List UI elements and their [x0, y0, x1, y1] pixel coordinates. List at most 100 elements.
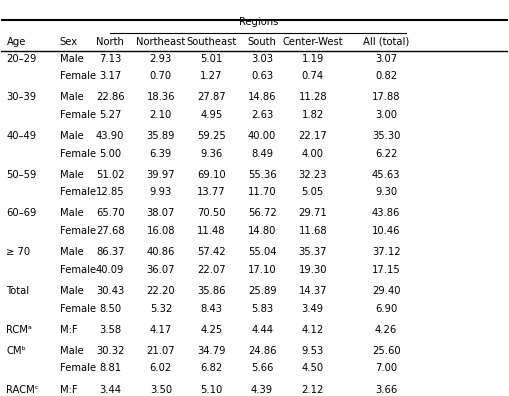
Text: 17.15: 17.15	[372, 265, 401, 275]
Text: 27.68: 27.68	[96, 226, 125, 236]
Text: 34.79: 34.79	[197, 346, 225, 356]
Text: 3.07: 3.07	[375, 53, 397, 63]
Text: 6.02: 6.02	[150, 364, 172, 373]
Text: 4.95: 4.95	[201, 110, 222, 120]
Text: Female: Female	[60, 71, 96, 81]
Text: Female: Female	[60, 304, 96, 314]
Text: Male: Male	[60, 247, 83, 257]
Text: 5.83: 5.83	[251, 304, 273, 314]
Text: 19.30: 19.30	[298, 265, 327, 275]
Text: 36.07: 36.07	[147, 265, 175, 275]
Text: Female: Female	[60, 265, 96, 275]
Text: 17.88: 17.88	[372, 92, 401, 102]
Text: 50–59: 50–59	[7, 170, 37, 180]
Text: 22.17: 22.17	[298, 131, 327, 141]
Text: 40.86: 40.86	[147, 247, 175, 257]
Text: 37.12: 37.12	[372, 247, 401, 257]
Text: Female: Female	[60, 110, 96, 120]
Text: 35.30: 35.30	[372, 131, 400, 141]
Text: 1.82: 1.82	[302, 110, 324, 120]
Text: 32.23: 32.23	[298, 170, 327, 180]
Text: 65.70: 65.70	[96, 208, 125, 219]
Text: 43.86: 43.86	[372, 208, 400, 219]
Text: 38.07: 38.07	[147, 208, 175, 219]
Text: 1.27: 1.27	[200, 71, 222, 81]
Text: 0.63: 0.63	[251, 71, 273, 81]
Text: 22.86: 22.86	[96, 92, 125, 102]
Text: 4.00: 4.00	[302, 148, 324, 159]
Text: 14.86: 14.86	[248, 92, 276, 102]
Text: Female: Female	[60, 148, 96, 159]
Text: 29.40: 29.40	[372, 286, 401, 296]
Text: 8.43: 8.43	[201, 304, 222, 314]
Text: 10.46: 10.46	[372, 226, 401, 236]
Text: 5.10: 5.10	[201, 385, 222, 394]
Text: 11.48: 11.48	[197, 226, 225, 236]
Text: Male: Male	[60, 92, 83, 102]
Text: RACMᶜ: RACMᶜ	[7, 385, 39, 394]
Text: RCMᵃ: RCMᵃ	[7, 325, 33, 335]
Text: 6.22: 6.22	[375, 148, 398, 159]
Text: 30–39: 30–39	[7, 92, 37, 102]
Text: Male: Male	[60, 208, 83, 219]
Text: North: North	[96, 37, 124, 47]
Text: 40–49: 40–49	[7, 131, 37, 141]
Text: 55.04: 55.04	[248, 247, 276, 257]
Text: 4.12: 4.12	[302, 325, 324, 335]
Text: 7.00: 7.00	[375, 364, 397, 373]
Text: 0.70: 0.70	[150, 71, 172, 81]
Text: South: South	[248, 37, 276, 47]
Text: 21.07: 21.07	[147, 346, 175, 356]
Text: Female: Female	[60, 226, 96, 236]
Text: Southeast: Southeast	[186, 37, 237, 47]
Text: 13.77: 13.77	[197, 187, 226, 197]
Text: 0.82: 0.82	[375, 71, 397, 81]
Text: 2.12: 2.12	[301, 385, 324, 394]
Text: ≥ 70: ≥ 70	[7, 247, 31, 257]
Text: 4.50: 4.50	[302, 364, 324, 373]
Text: 5.32: 5.32	[150, 304, 172, 314]
Text: 22.20: 22.20	[147, 286, 175, 296]
Text: 4.25: 4.25	[201, 325, 222, 335]
Text: All (total): All (total)	[363, 37, 409, 47]
Text: 3.17: 3.17	[99, 71, 121, 81]
Text: 4.39: 4.39	[251, 385, 273, 394]
Text: 5.05: 5.05	[302, 187, 324, 197]
Text: M:F: M:F	[60, 325, 77, 335]
Text: Age: Age	[7, 37, 26, 47]
Text: Female: Female	[60, 364, 96, 373]
Text: 2.93: 2.93	[150, 53, 172, 63]
Text: Sex: Sex	[60, 37, 78, 47]
Text: 30.43: 30.43	[96, 286, 124, 296]
Text: 3.00: 3.00	[375, 110, 397, 120]
Text: 20–29: 20–29	[7, 53, 37, 63]
Text: 5.27: 5.27	[99, 110, 122, 120]
Text: 9.30: 9.30	[375, 187, 397, 197]
Text: 4.17: 4.17	[150, 325, 172, 335]
Text: 6.39: 6.39	[150, 148, 172, 159]
Text: Regions: Regions	[239, 17, 278, 27]
Text: 1.19: 1.19	[301, 53, 324, 63]
Text: Female: Female	[60, 187, 96, 197]
Text: 8.81: 8.81	[99, 364, 121, 373]
Text: 5.00: 5.00	[99, 148, 121, 159]
Text: 11.68: 11.68	[298, 226, 327, 236]
Text: 2.63: 2.63	[251, 110, 273, 120]
Text: 4.26: 4.26	[375, 325, 397, 335]
Text: 14.37: 14.37	[298, 286, 327, 296]
Text: Male: Male	[60, 346, 83, 356]
Text: 56.72: 56.72	[248, 208, 276, 219]
Text: 86.37: 86.37	[96, 247, 125, 257]
Text: 8.50: 8.50	[99, 304, 121, 314]
Text: 2.10: 2.10	[150, 110, 172, 120]
Text: 9.53: 9.53	[302, 346, 324, 356]
Text: 11.70: 11.70	[248, 187, 276, 197]
Text: 3.44: 3.44	[99, 385, 121, 394]
Text: 35.86: 35.86	[197, 286, 225, 296]
Text: Male: Male	[60, 131, 83, 141]
Text: 3.03: 3.03	[251, 53, 273, 63]
Text: Northeast: Northeast	[136, 37, 185, 47]
Text: 22.07: 22.07	[197, 265, 226, 275]
Text: 30.32: 30.32	[96, 346, 124, 356]
Text: M:F: M:F	[60, 385, 77, 394]
